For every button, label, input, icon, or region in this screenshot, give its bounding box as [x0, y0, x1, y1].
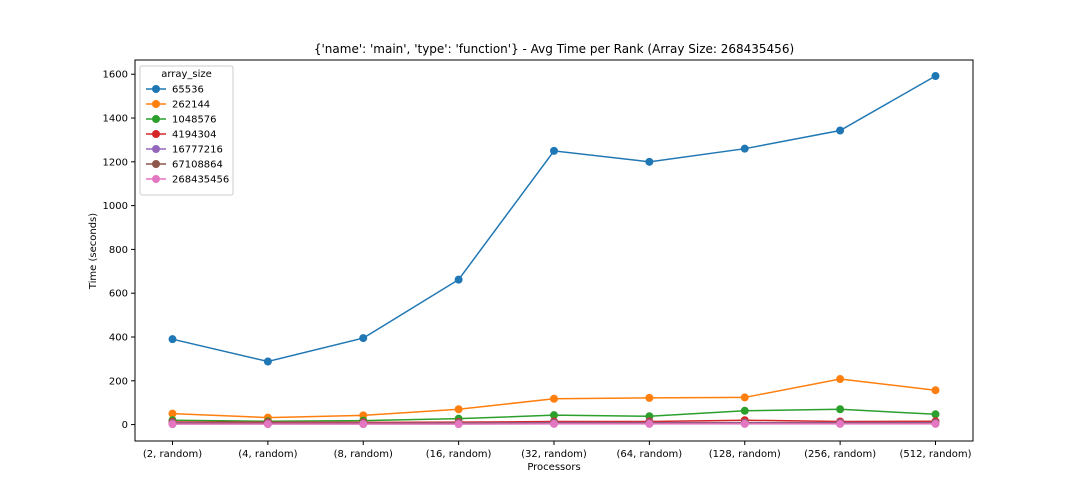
legend-item: 4194304 — [146, 130, 217, 141]
legend-label: 4194304 — [172, 130, 217, 141]
legend-item: 67108864 — [146, 160, 223, 171]
y-tick-label: 0 — [122, 420, 128, 431]
data-point — [836, 375, 845, 384]
data-point — [168, 335, 177, 344]
data-point — [454, 420, 463, 429]
x-axis-label: Processors — [527, 462, 580, 473]
x-tick-label: (256, random) — [804, 449, 876, 460]
legend-label: 268435456 — [172, 175, 229, 186]
y-tick-label: 1200 — [103, 157, 128, 168]
series-line — [172, 75, 936, 363]
y-tick-label: 600 — [109, 289, 128, 300]
data-point — [740, 393, 749, 402]
y-tick-label: 1400 — [103, 114, 128, 125]
plot-frame — [134, 59, 974, 442]
x-tick-label: (2, random) — [143, 449, 202, 460]
data-point — [263, 420, 272, 429]
data-point — [168, 409, 177, 418]
legend-box — [139, 65, 234, 196]
data-point — [740, 406, 749, 415]
legend-item: 262144 — [146, 100, 210, 111]
legend-item: 1048576 — [146, 115, 217, 126]
legend: array_size 65536 262144 1048576 4194304 16777… — [139, 65, 234, 196]
legend-item: 268435456 — [146, 175, 229, 186]
series-65536 — [168, 71, 940, 366]
legend-label: 16777216 — [172, 145, 223, 156]
x-tick-label: (32, random) — [521, 449, 587, 460]
legend-item: 16777216 — [146, 145, 223, 156]
y-tick-label: 200 — [109, 376, 128, 387]
y-tick-label: 1000 — [103, 201, 128, 212]
y-tick-label: 800 — [109, 245, 128, 256]
data-point — [550, 146, 558, 155]
legend-label: 1048576 — [172, 115, 217, 126]
y-tick-label: 1600 — [103, 70, 128, 81]
x-tick-label: (512, random) — [899, 449, 971, 460]
x-tick-label: (64, random) — [617, 449, 683, 460]
axes-layer: 0 200 400 600 800 1000 1200 1400 1600 (2, random)… — [103, 59, 974, 460]
data-point — [550, 419, 558, 428]
legend-item: 65536 — [146, 85, 204, 96]
data-point — [645, 393, 654, 402]
data-point — [550, 394, 558, 403]
x-tick-label: (4, random) — [238, 449, 297, 460]
y-tick-label: 400 — [109, 332, 128, 343]
data-point — [931, 410, 940, 419]
data-point — [645, 157, 654, 166]
legend-marker — [152, 100, 160, 108]
data-point — [931, 386, 940, 395]
data-point — [931, 71, 940, 80]
data-point — [740, 419, 749, 428]
data-point — [645, 419, 654, 428]
legend-marker — [152, 130, 160, 138]
legend-marker — [152, 85, 160, 93]
data-point — [931, 419, 940, 428]
data-point — [168, 420, 177, 429]
chart-title: {'name': 'main', 'type': 'function'} - A… — [314, 42, 794, 56]
legend-marker — [152, 160, 160, 168]
data-point — [359, 420, 368, 429]
legend-label: 262144 — [172, 100, 210, 111]
x-tick-label: (128, random) — [709, 449, 781, 460]
legend-label: 65536 — [172, 85, 204, 96]
legend-label: 67108864 — [172, 160, 223, 171]
data-point — [454, 275, 463, 284]
data-point — [836, 126, 845, 135]
y-axis-label: Time (seconds) — [88, 213, 99, 290]
series-layer — [168, 71, 940, 429]
series-268435456 — [168, 419, 940, 429]
data-point — [454, 405, 463, 414]
legend-marker — [152, 175, 160, 183]
legend-marker — [152, 145, 160, 153]
data-point — [740, 144, 749, 153]
legend-marker — [152, 115, 160, 123]
data-point — [836, 419, 845, 428]
x-tick-label: (8, random) — [334, 449, 393, 460]
data-point — [836, 405, 845, 414]
legend-title: array_size — [161, 69, 212, 80]
x-tick-label: (16, random) — [426, 449, 492, 460]
data-point — [359, 334, 368, 343]
data-point — [263, 357, 272, 366]
